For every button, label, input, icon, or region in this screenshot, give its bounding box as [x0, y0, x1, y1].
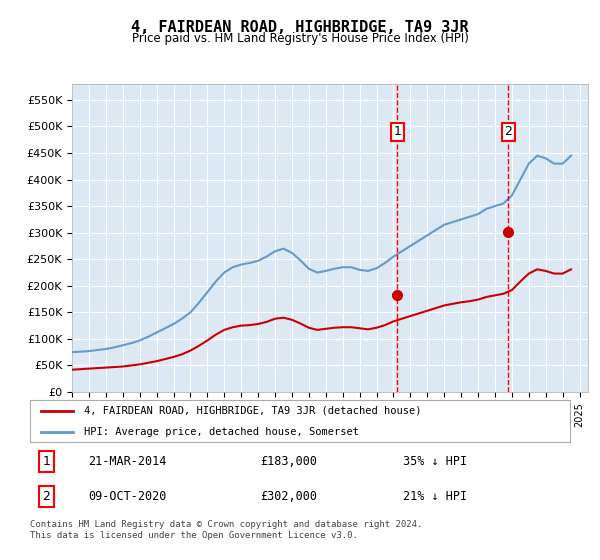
Text: £302,000: £302,000: [260, 490, 318, 503]
Text: £183,000: £183,000: [260, 455, 318, 468]
Text: HPI: Average price, detached house, Somerset: HPI: Average price, detached house, Some…: [84, 427, 359, 437]
Text: 09-OCT-2020: 09-OCT-2020: [88, 490, 166, 503]
Text: 1: 1: [393, 125, 401, 138]
Text: 2: 2: [504, 125, 512, 138]
Text: 2: 2: [42, 490, 50, 503]
Text: 21% ↓ HPI: 21% ↓ HPI: [403, 490, 467, 503]
Text: 4, FAIRDEAN ROAD, HIGHBRIDGE, TA9 3JR (detached house): 4, FAIRDEAN ROAD, HIGHBRIDGE, TA9 3JR (d…: [84, 406, 421, 416]
Text: Price paid vs. HM Land Registry's House Price Index (HPI): Price paid vs. HM Land Registry's House …: [131, 32, 469, 45]
Text: Contains HM Land Registry data © Crown copyright and database right 2024.
This d: Contains HM Land Registry data © Crown c…: [30, 520, 422, 540]
Text: 1: 1: [42, 455, 50, 468]
Text: 4, FAIRDEAN ROAD, HIGHBRIDGE, TA9 3JR: 4, FAIRDEAN ROAD, HIGHBRIDGE, TA9 3JR: [131, 20, 469, 35]
Text: 21-MAR-2014: 21-MAR-2014: [88, 455, 166, 468]
Text: 35% ↓ HPI: 35% ↓ HPI: [403, 455, 467, 468]
